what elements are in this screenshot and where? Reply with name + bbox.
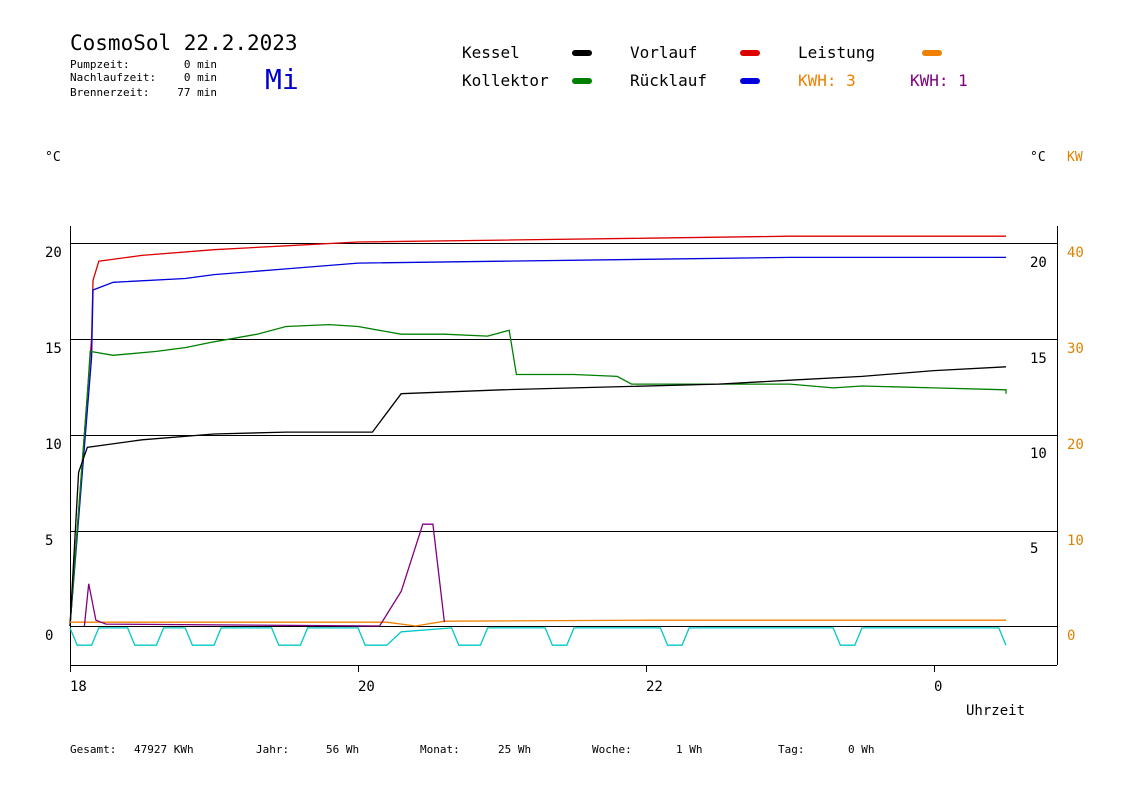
right-ticks: 20 15 10 5 [1030,255,1047,557]
x-tick-label: 18 [70,679,87,695]
legend-label: Kollektor [462,71,549,90]
y-tick-label: 0 [45,628,53,644]
stat-label: Brennerzeit: [70,86,149,99]
x-tick-label: 0 [934,679,942,695]
kw-tick-label: 30 [1067,341,1084,357]
series-line-r-cklauf [69,256,1006,627]
x-ticks [70,665,935,672]
series-line-leistung [70,619,1006,627]
stat-label: Pumpzeit: [70,58,130,71]
series-line-kollektor [69,323,1007,627]
legend-label: Vorlauf [630,43,697,62]
plot-frame [70,226,1058,668]
grid [70,243,1057,627]
right-unit-label: °C [1030,150,1046,165]
y2-tick-label: 5 [1030,541,1038,557]
series-line-pumpe [69,627,1007,646]
kw-tick-label: 20 [1067,437,1084,453]
legend-label: Leistung [798,43,875,62]
footer-label: Woche: [592,743,632,756]
y2-tick-label: 20 [1030,255,1047,271]
x-tick-label: 20 [358,679,375,695]
kwh-label-purple: KWH: 1 [910,71,968,90]
stat-value: 0 min [184,58,217,71]
footer-label: Tag: [778,743,805,756]
day-label: Mi [265,63,299,96]
chart-title: CosmoSol 22.2.2023 [70,31,298,55]
legend: Kessel Vorlauf Leistung Kollektor Rückla… [462,43,968,90]
legend-label: Kessel [462,43,520,62]
footer-value: 1 Wh [676,743,703,756]
y-tick-label: 20 [45,245,62,261]
x-tick-label: 22 [646,679,663,695]
footer-label: Monat: [420,743,460,756]
kw-ticks: 40 30 20 10 0 [1067,245,1084,644]
kw-tick-label: 40 [1067,245,1084,261]
x-tick-labels: 18 20 22 0 [70,679,942,695]
footer-value: 25 Wh [498,743,531,756]
footer-value: 0 Wh [848,743,875,756]
series-layer [69,235,1007,646]
footer-value: 47927 KWh [134,743,194,756]
x-axis-label: Uhrzeit [966,703,1025,719]
y-tick-label: 15 [45,341,62,357]
y-tick-label: 5 [45,533,53,549]
footer: Gesamt: 47927 KWh Jahr: 56 Wh Monat: 25 … [70,743,875,756]
y2-tick-label: 10 [1030,446,1047,462]
kw-unit-label: KW [1067,150,1083,165]
y2-tick-label: 15 [1030,351,1047,367]
y-tick-label: 10 [45,437,62,453]
left-unit-label: °C [45,150,61,165]
kw-tick-label: 0 [1067,628,1075,644]
kw-tick-label: 10 [1067,533,1084,549]
series-line-kwh-brenner [83,523,446,627]
footer-label: Jahr: [256,743,289,756]
series-line-kessel [69,366,1007,627]
stats-block: Pumpzeit: 0 min Nachlaufzeit: 0 min Bren… [70,58,217,99]
series-line-vorlauf [69,235,1006,627]
stat-value: 0 min [184,71,217,84]
stat-value: 77 min [177,86,217,99]
footer-label: Gesamt: [70,743,116,756]
legend-label: Rücklauf [630,71,707,90]
stat-label: Nachlaufzeit: [70,71,156,84]
kwh-label-orange: KWH: 3 [798,71,856,90]
footer-value: 56 Wh [326,743,359,756]
unit-labels: °C °C KW [45,150,1083,165]
left-ticks: 20 15 10 5 0 [45,245,62,644]
